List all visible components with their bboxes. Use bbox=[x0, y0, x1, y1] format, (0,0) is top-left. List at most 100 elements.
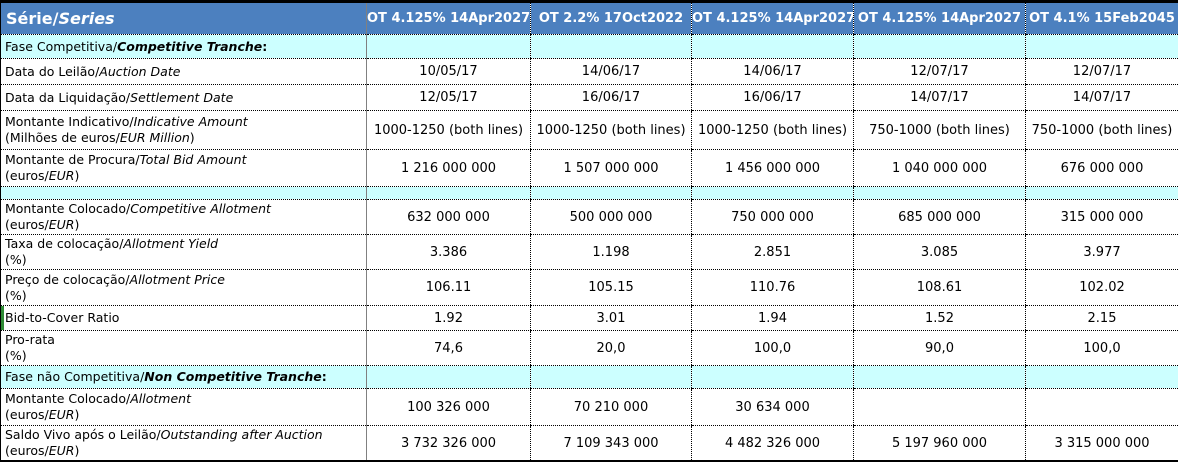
value-cell: 16/06/17 bbox=[531, 85, 692, 111]
row-label-en: Allotment Yield bbox=[123, 236, 218, 251]
value-cell bbox=[854, 389, 1026, 426]
value-cell: 100,0 bbox=[692, 331, 854, 366]
value-cell: 12/05/17 bbox=[367, 85, 531, 111]
value-cell: 4 482 326 000 bbox=[692, 426, 854, 462]
value-cell: 1.52 bbox=[854, 306, 1026, 331]
section-label-en: Non Competitive Tranche bbox=[144, 369, 321, 384]
row-label: Montante Indicativo/Indicative Amount (M… bbox=[1, 111, 367, 150]
value-cell: 750-1000 (both lines) bbox=[1026, 111, 1178, 150]
value-cell: 14/06/17 bbox=[692, 59, 854, 85]
value-cell: 30 634 000 bbox=[692, 389, 854, 426]
unit-pre: (%) bbox=[5, 288, 27, 303]
row-settlement-date: Data da Liquidação/Settlement Date 12/05… bbox=[1, 85, 1178, 111]
section-row-non-competitive-tranche: Fase não Competitiva/Non Competitive Tra… bbox=[1, 366, 1178, 389]
value-cell: 3.977 bbox=[1026, 235, 1178, 270]
row-label-unit: (euros/EUR) bbox=[5, 217, 363, 233]
row-label-en: Allotment Price bbox=[130, 272, 225, 287]
value-cell: 3 315 000 000 bbox=[1026, 426, 1178, 462]
empty-cell bbox=[367, 35, 531, 59]
unit-italic: EUR Million bbox=[120, 130, 190, 145]
value-cell: 3.01 bbox=[531, 306, 692, 331]
value-cell: 1.92 bbox=[367, 306, 531, 331]
row-label-pt: Bid-to-Cover Ratio bbox=[5, 310, 119, 325]
section-label-pt: Fase não Competitiva/ bbox=[5, 369, 144, 384]
row-label-unit: (euros/EUR) bbox=[5, 443, 363, 459]
value-cell: 315 000 000 bbox=[1026, 200, 1178, 235]
row-label-line1: Montante Indicativo/Indicative Amount bbox=[5, 114, 363, 130]
row-competitive-allotment: Montante Colocado/Competitive Allotment … bbox=[1, 200, 1178, 235]
value-cell: 12/07/17 bbox=[1026, 59, 1178, 85]
row-total-bid-amount: Montante de Procura/Total Bid Amount (eu… bbox=[1, 150, 1178, 187]
value-cell: 632 000 000 bbox=[367, 200, 531, 235]
value-cell: 106.11 bbox=[367, 270, 531, 306]
unit-post: ) bbox=[74, 407, 79, 422]
row-pro-rata: Pro-rata (%) 74,6 20,0 100,0 90,0 100,0 bbox=[1, 331, 1178, 366]
row-label: Bid-to-Cover Ratio bbox=[1, 306, 367, 331]
unit-pre: (%) bbox=[5, 252, 27, 267]
value-cell: 102.02 bbox=[1026, 270, 1178, 306]
row-label: Preço de colocação/Allotment Price (%) bbox=[1, 270, 367, 306]
empty-cell bbox=[531, 35, 692, 59]
row-label: Data do Leilão/Auction Date bbox=[1, 59, 367, 85]
column-header-bond-3: OT 4.125% 14Apr2027 bbox=[692, 2, 854, 35]
value-cell: 10/05/17 bbox=[367, 59, 531, 85]
row-label-pt: Montante Colocado/ bbox=[5, 201, 130, 216]
unit-pre: (euros/ bbox=[5, 217, 49, 232]
row-label-en: Outstanding after Auction bbox=[161, 427, 323, 442]
value-cell: 2.15 bbox=[1026, 306, 1178, 331]
row-label: Taxa de colocação/Allotment Yield (%) bbox=[1, 235, 367, 270]
row-label-pt: Pro-rata bbox=[5, 332, 55, 347]
row-non-competitive-allotment: Montante Colocado/Allotment (euros/EUR) … bbox=[1, 389, 1178, 426]
unit-italic: EUR bbox=[49, 168, 75, 183]
row-label-unit: (Milhões de euros/EUR Million) bbox=[5, 130, 363, 146]
column-header-bond-2: OT 2.2% 17Oct2022 bbox=[531, 2, 692, 35]
unit-pre: (%) bbox=[5, 348, 27, 363]
value-cell: 2.851 bbox=[692, 235, 854, 270]
value-cell: 3.386 bbox=[367, 235, 531, 270]
row-label: Montante Colocado/Allotment (euros/EUR) bbox=[1, 389, 367, 426]
unit-italic: EUR bbox=[49, 443, 75, 458]
row-label: Montante Colocado/Competitive Allotment … bbox=[1, 200, 367, 235]
column-header-bond-4: OT 4.125% 14Apr2027 bbox=[854, 2, 1026, 35]
value-cell: 1000-1250 (both lines) bbox=[367, 111, 531, 150]
row-label-pt: Montante de Procura/ bbox=[5, 152, 140, 167]
section-label-en: Competitive Tranche bbox=[117, 39, 262, 54]
value-cell: 1 040 000 000 bbox=[854, 150, 1026, 187]
empty-cell bbox=[1026, 35, 1178, 59]
row-label-line1: Montante de Procura/Total Bid Amount bbox=[5, 152, 363, 168]
row-auction-date: Data do Leilão/Auction Date 10/05/17 14/… bbox=[1, 59, 1178, 85]
row-label-line1: Montante Colocado/Allotment bbox=[5, 391, 363, 407]
row-label-en: Indicative Amount bbox=[134, 114, 248, 129]
series-label-pt: Série/ bbox=[6, 9, 58, 28]
value-cell: 90,0 bbox=[854, 331, 1026, 366]
value-cell: 7 109 343 000 bbox=[531, 426, 692, 462]
row-label-en: Total Bid Amount bbox=[140, 152, 247, 167]
series-label-en: Series bbox=[58, 9, 114, 28]
unit-italic: EUR bbox=[49, 407, 75, 422]
empty-cell bbox=[692, 35, 854, 59]
value-cell: 500 000 000 bbox=[531, 200, 692, 235]
section-row-competitive-tranche: Fase Competitiva/Competitive Tranche: bbox=[1, 35, 1178, 59]
empty-cell bbox=[854, 35, 1026, 59]
empty-cell bbox=[854, 187, 1026, 200]
value-cell: 74,6 bbox=[367, 331, 531, 366]
unit-pre: (euros/ bbox=[5, 443, 49, 458]
value-cell: 750 000 000 bbox=[692, 200, 854, 235]
row-allotment-price: Preço de colocação/Allotment Price (%) 1… bbox=[1, 270, 1178, 306]
row-label-pt: Data da Liquidação/ bbox=[5, 90, 130, 105]
row-label-line1: Taxa de colocação/Allotment Yield bbox=[5, 236, 363, 252]
empty-cell bbox=[692, 366, 854, 389]
value-cell: 3 732 326 000 bbox=[367, 426, 531, 462]
unit-post: ) bbox=[74, 168, 79, 183]
value-cell: 20,0 bbox=[531, 331, 692, 366]
value-cell: 1000-1250 (both lines) bbox=[692, 111, 854, 150]
unit-pre: (euros/ bbox=[5, 407, 49, 422]
value-cell: 3.085 bbox=[854, 235, 1026, 270]
section-label-colon: : bbox=[322, 369, 327, 384]
value-cell: 100,0 bbox=[1026, 331, 1178, 366]
value-cell: 5 197 960 000 bbox=[854, 426, 1026, 462]
row-label: Montante de Procura/Total Bid Amount (eu… bbox=[1, 150, 367, 187]
value-cell: 1.94 bbox=[692, 306, 854, 331]
value-cell bbox=[1026, 389, 1178, 426]
